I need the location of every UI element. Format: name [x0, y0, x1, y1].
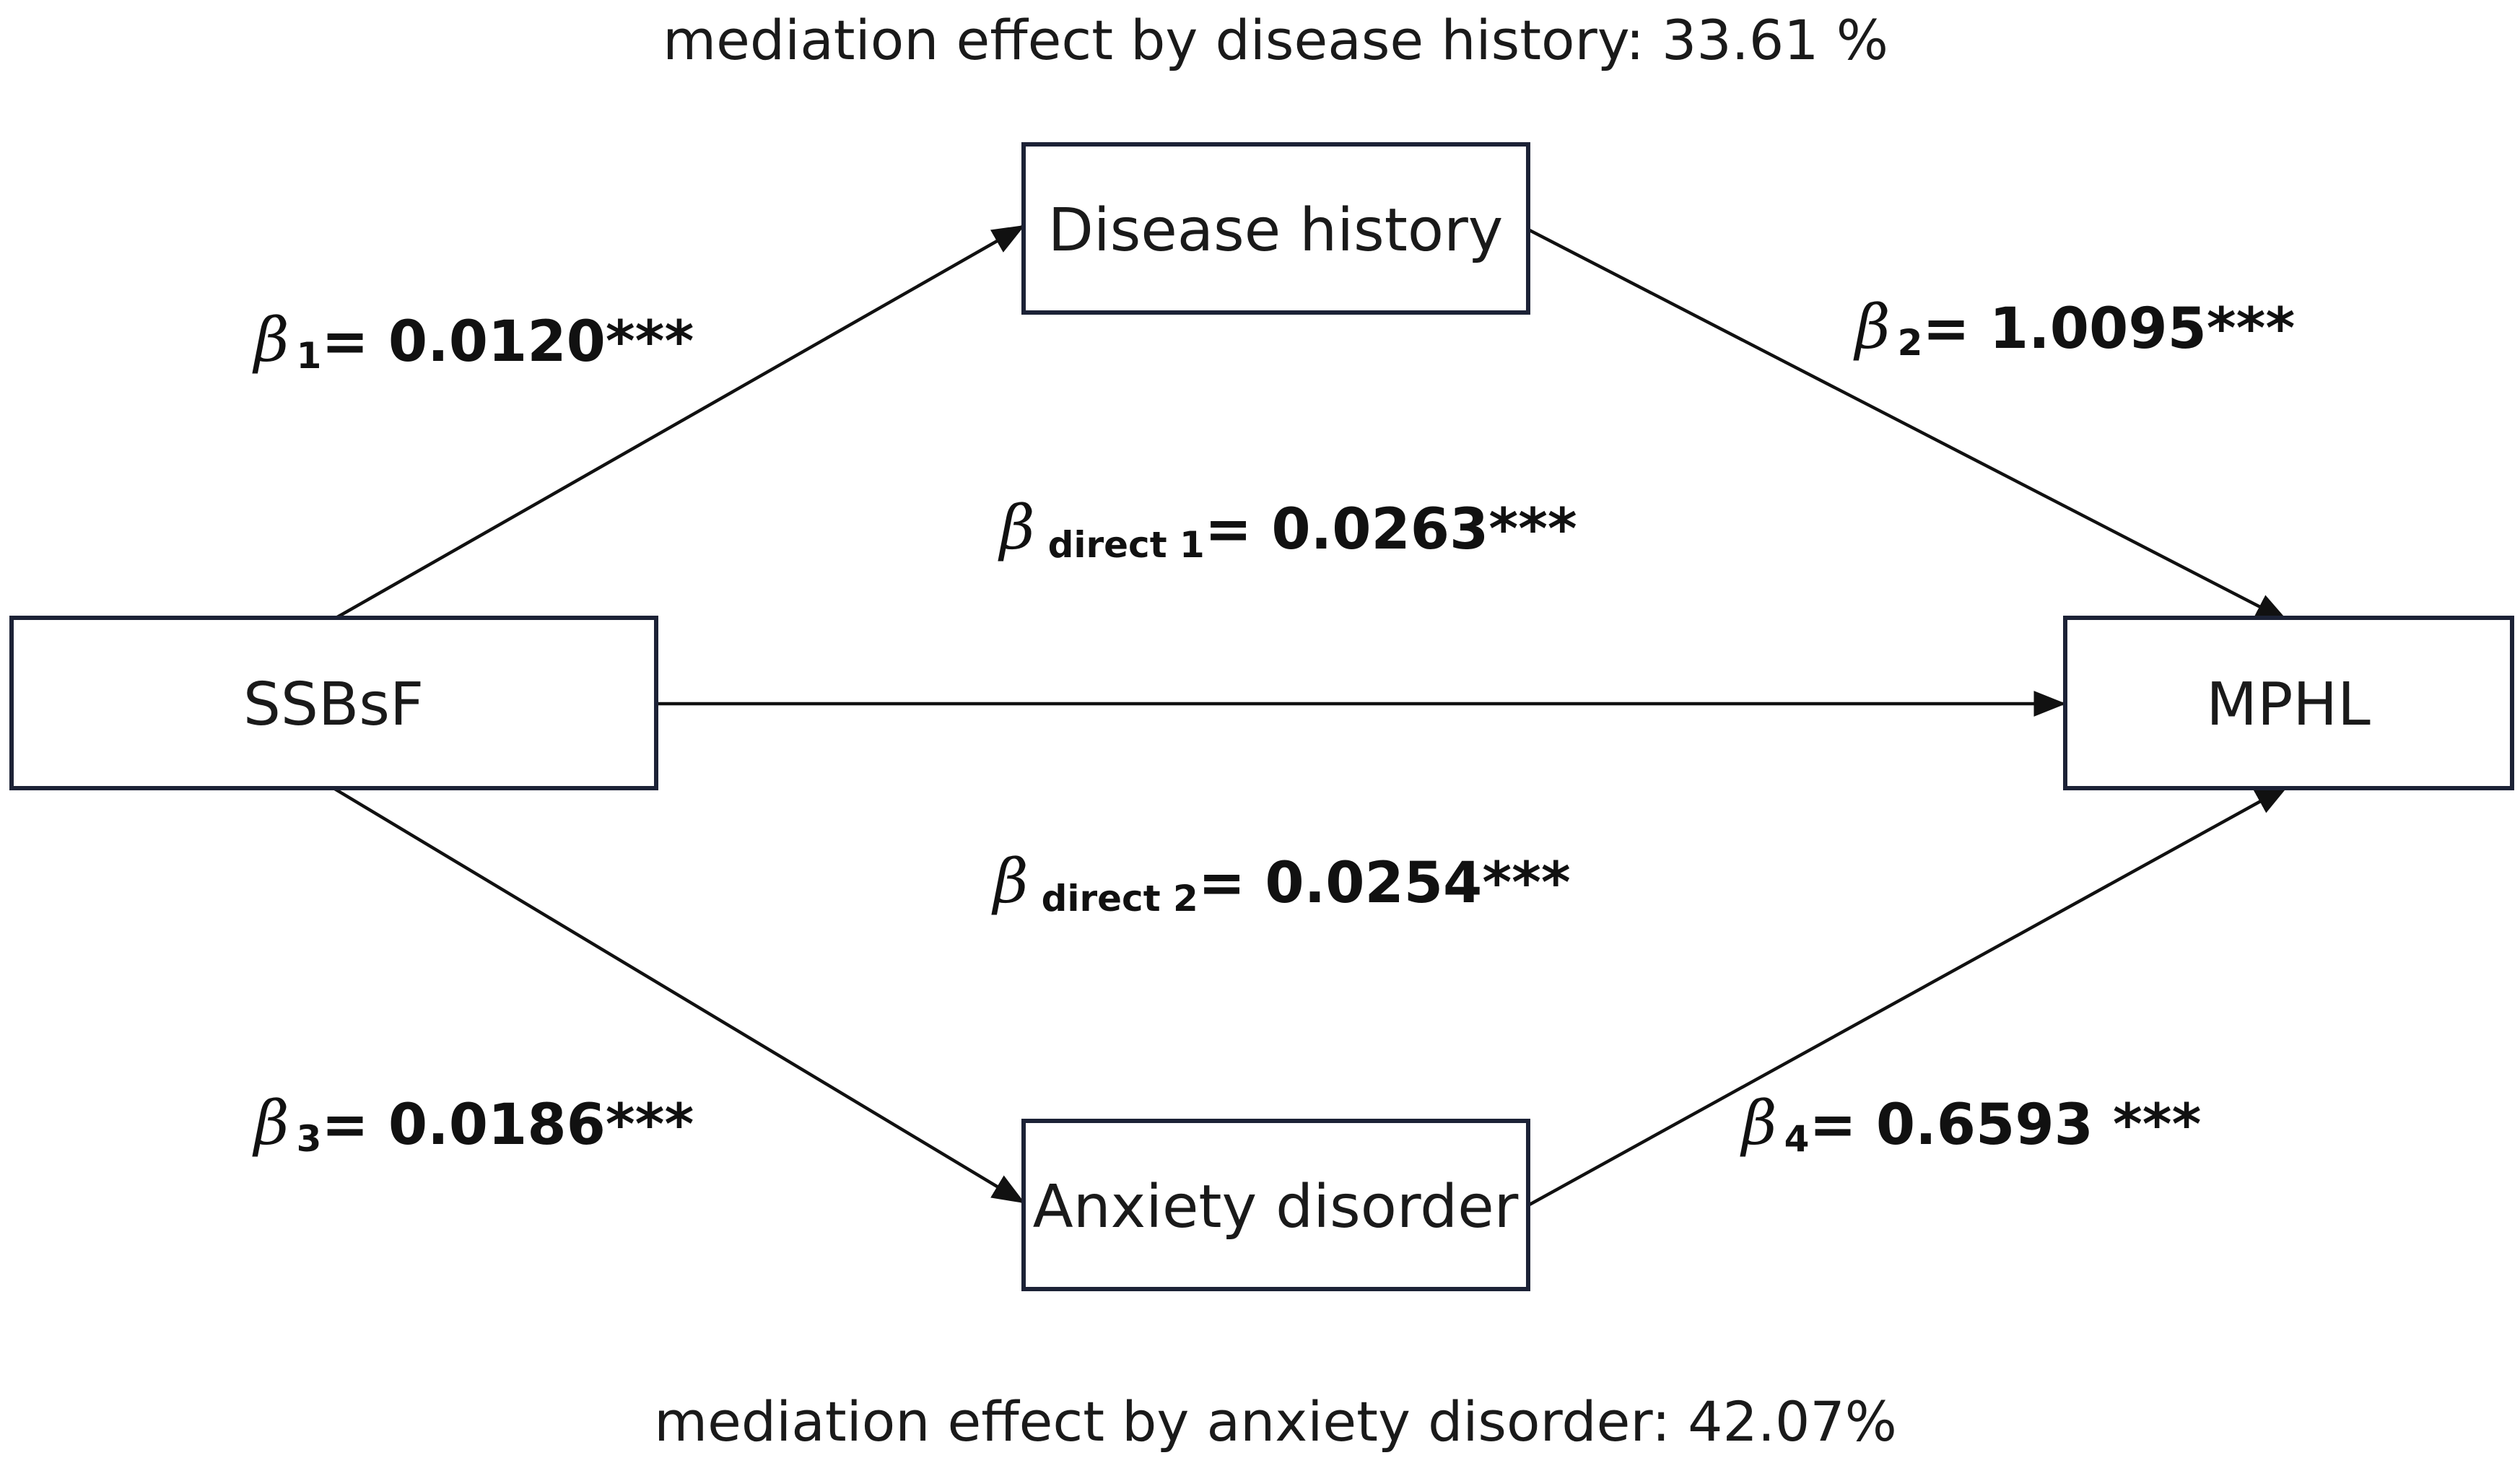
- path-exposure-to-disease-history: [332, 224, 1025, 621]
- path-anxiety-disorder-to-outcome: [1527, 785, 2288, 1207]
- coef-beta-direct-2: β direct 2= 0.0254***: [991, 846, 1571, 920]
- node-anxiety-disorder: Anxiety disorder: [1021, 1119, 1530, 1291]
- bottom-caption: mediation effect by anxiety disorder: 42…: [654, 1389, 1897, 1454]
- node-outcome: MPHL: [2063, 616, 2514, 790]
- node-outcome-label: MPHL: [2206, 671, 2371, 739]
- node-disease-history: Disease history: [1021, 142, 1530, 315]
- coef-beta-3: β 3= 0.0186***: [252, 1088, 694, 1160]
- coef-beta-1: β 1= 0.0120***: [252, 305, 694, 377]
- node-exposure-label: SSBsF: [243, 671, 424, 739]
- node-disease-history-label: Disease history: [1048, 196, 1504, 265]
- path-exposure-to-anxiety-disorder: [332, 787, 1025, 1204]
- coef-beta-direct-1: β direct 1= 0.0263***: [998, 492, 1577, 566]
- node-anxiety-disorder-label: Anxiety disorder: [1033, 1173, 1519, 1241]
- coef-beta-2: β 2= 1.0095***: [1853, 292, 2295, 364]
- top-caption: mediation effect by disease history: 33.…: [663, 8, 1888, 72]
- node-exposure: SSBsF: [9, 616, 658, 790]
- coef-beta-4: β 4= 0.6593 ***: [1740, 1088, 2201, 1160]
- path-disease-history-to-outcome: [1527, 228, 2288, 622]
